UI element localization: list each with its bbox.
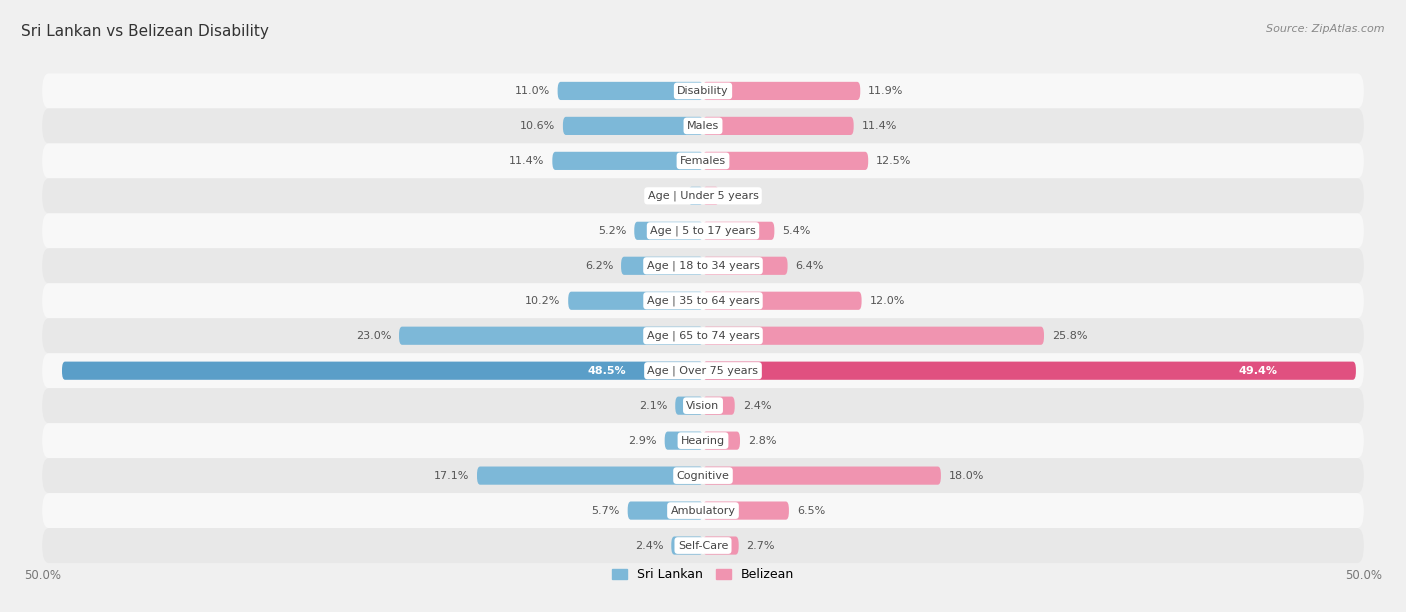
Text: 5.7%: 5.7%: [592, 506, 620, 515]
Text: Age | Under 5 years: Age | Under 5 years: [648, 190, 758, 201]
FancyBboxPatch shape: [558, 82, 703, 100]
FancyBboxPatch shape: [703, 501, 789, 520]
Text: Cognitive: Cognitive: [676, 471, 730, 480]
Text: Hearing: Hearing: [681, 436, 725, 446]
FancyBboxPatch shape: [703, 292, 862, 310]
FancyBboxPatch shape: [703, 537, 738, 554]
Text: 17.1%: 17.1%: [433, 471, 470, 480]
Text: 6.2%: 6.2%: [585, 261, 613, 271]
Text: 2.4%: 2.4%: [742, 401, 770, 411]
FancyBboxPatch shape: [42, 528, 1364, 563]
Text: Age | 65 to 74 years: Age | 65 to 74 years: [647, 330, 759, 341]
FancyBboxPatch shape: [703, 187, 718, 205]
Text: Age | 35 to 64 years: Age | 35 to 64 years: [647, 296, 759, 306]
Text: 1.1%: 1.1%: [652, 191, 681, 201]
FancyBboxPatch shape: [627, 501, 703, 520]
Text: Age | 18 to 34 years: Age | 18 to 34 years: [647, 261, 759, 271]
FancyBboxPatch shape: [671, 537, 703, 554]
FancyBboxPatch shape: [703, 466, 941, 485]
FancyBboxPatch shape: [703, 222, 775, 240]
Text: Age | 5 to 17 years: Age | 5 to 17 years: [650, 226, 756, 236]
Text: Sri Lankan vs Belizean Disability: Sri Lankan vs Belizean Disability: [21, 24, 269, 40]
FancyBboxPatch shape: [703, 431, 740, 450]
Text: 11.4%: 11.4%: [862, 121, 897, 131]
FancyBboxPatch shape: [568, 292, 703, 310]
Text: Disability: Disability: [678, 86, 728, 96]
FancyBboxPatch shape: [42, 318, 1364, 353]
FancyBboxPatch shape: [703, 327, 1045, 345]
Text: Self-Care: Self-Care: [678, 540, 728, 551]
FancyBboxPatch shape: [42, 143, 1364, 178]
FancyBboxPatch shape: [42, 214, 1364, 248]
Legend: Sri Lankan, Belizean: Sri Lankan, Belizean: [607, 563, 799, 586]
Text: 12.0%: 12.0%: [869, 296, 905, 306]
FancyBboxPatch shape: [703, 82, 860, 100]
FancyBboxPatch shape: [62, 362, 703, 380]
Text: 2.1%: 2.1%: [638, 401, 668, 411]
FancyBboxPatch shape: [703, 362, 1355, 380]
Text: 10.2%: 10.2%: [524, 296, 560, 306]
Text: 11.0%: 11.0%: [515, 86, 550, 96]
FancyBboxPatch shape: [703, 152, 868, 170]
FancyBboxPatch shape: [665, 431, 703, 450]
FancyBboxPatch shape: [634, 222, 703, 240]
FancyBboxPatch shape: [42, 423, 1364, 458]
FancyBboxPatch shape: [42, 108, 1364, 143]
Text: Vision: Vision: [686, 401, 720, 411]
Text: 1.2%: 1.2%: [727, 191, 755, 201]
FancyBboxPatch shape: [399, 327, 703, 345]
Text: 48.5%: 48.5%: [588, 366, 626, 376]
FancyBboxPatch shape: [42, 248, 1364, 283]
FancyBboxPatch shape: [42, 283, 1364, 318]
Text: 10.6%: 10.6%: [520, 121, 555, 131]
Text: 6.4%: 6.4%: [796, 261, 824, 271]
Text: 11.9%: 11.9%: [868, 86, 904, 96]
FancyBboxPatch shape: [553, 152, 703, 170]
Text: 11.4%: 11.4%: [509, 156, 544, 166]
Text: Females: Females: [681, 156, 725, 166]
FancyBboxPatch shape: [562, 117, 703, 135]
FancyBboxPatch shape: [703, 397, 735, 415]
FancyBboxPatch shape: [675, 397, 703, 415]
Text: 2.7%: 2.7%: [747, 540, 775, 551]
FancyBboxPatch shape: [621, 256, 703, 275]
FancyBboxPatch shape: [42, 73, 1364, 108]
Text: 2.9%: 2.9%: [628, 436, 657, 446]
Text: Age | Over 75 years: Age | Over 75 years: [648, 365, 758, 376]
FancyBboxPatch shape: [42, 178, 1364, 214]
Text: 5.4%: 5.4%: [782, 226, 811, 236]
FancyBboxPatch shape: [42, 493, 1364, 528]
Text: 5.2%: 5.2%: [598, 226, 626, 236]
Text: 18.0%: 18.0%: [949, 471, 984, 480]
Text: 12.5%: 12.5%: [876, 156, 911, 166]
Text: 2.4%: 2.4%: [636, 540, 664, 551]
Text: Ambulatory: Ambulatory: [671, 506, 735, 515]
FancyBboxPatch shape: [689, 187, 703, 205]
FancyBboxPatch shape: [477, 466, 703, 485]
Text: Source: ZipAtlas.com: Source: ZipAtlas.com: [1267, 24, 1385, 34]
Text: 25.8%: 25.8%: [1052, 330, 1087, 341]
Text: 49.4%: 49.4%: [1239, 366, 1278, 376]
Text: 2.8%: 2.8%: [748, 436, 776, 446]
FancyBboxPatch shape: [42, 353, 1364, 388]
Text: 6.5%: 6.5%: [797, 506, 825, 515]
Text: 23.0%: 23.0%: [356, 330, 391, 341]
FancyBboxPatch shape: [703, 117, 853, 135]
FancyBboxPatch shape: [42, 458, 1364, 493]
FancyBboxPatch shape: [42, 388, 1364, 423]
Text: Males: Males: [688, 121, 718, 131]
FancyBboxPatch shape: [703, 256, 787, 275]
